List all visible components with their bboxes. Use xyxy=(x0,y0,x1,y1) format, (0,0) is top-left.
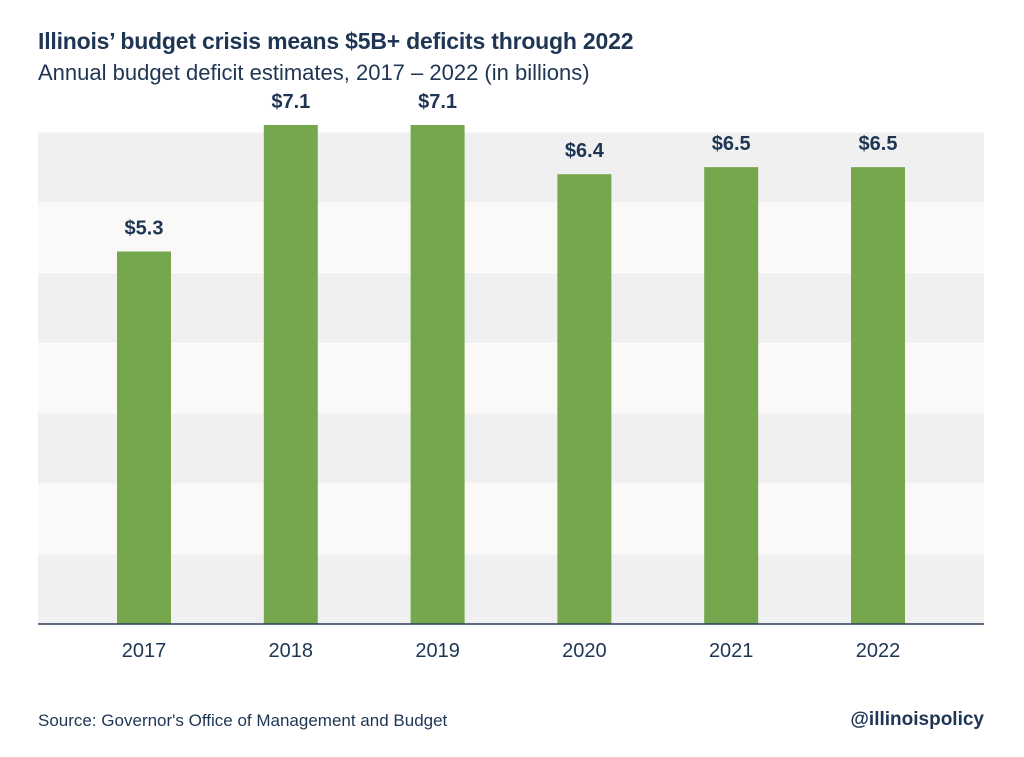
data-label-2022: $6.5 xyxy=(859,133,898,155)
x-tick-label-2020: 2020 xyxy=(562,640,607,662)
data-label-2017: $5.3 xyxy=(125,217,164,239)
bars-group xyxy=(117,124,905,624)
grid-band xyxy=(38,413,984,484)
social-handle: @illinoispolicy xyxy=(850,709,984,730)
grid-band xyxy=(38,342,984,414)
data-labels-group: $5.3 $7.1 $7.1 $6.4 $6.5 $6.5 xyxy=(125,91,898,240)
grid-band xyxy=(38,483,984,554)
x-tick-label-2021: 2021 xyxy=(709,640,754,662)
data-label-2021: $6.5 xyxy=(712,133,751,155)
x-tick-label-2018: 2018 xyxy=(269,640,314,662)
data-label-2018: $7.1 xyxy=(271,91,310,113)
bar-2018 xyxy=(263,124,318,624)
grid-band xyxy=(38,202,984,273)
chart-subtitle: Annual budget deficit estimates, 2017 – … xyxy=(38,60,590,85)
grid-band xyxy=(38,553,984,624)
x-tick-labels-group: 2017 2018 2019 2020 2021 2022 xyxy=(122,640,901,662)
bar-2022 xyxy=(851,167,905,624)
chart-title: Illinois’ budget crisis means $5B+ defic… xyxy=(38,28,634,54)
x-tick-label-2019: 2019 xyxy=(415,640,460,662)
background-bands xyxy=(38,131,984,624)
data-label-2020: $6.4 xyxy=(565,140,605,162)
x-tick-label-2017: 2017 xyxy=(122,640,167,662)
bar-2019 xyxy=(410,124,465,624)
bar-2021 xyxy=(704,167,759,624)
bar-2020 xyxy=(557,174,612,624)
source-note: Source: Governor's Office of Management … xyxy=(38,711,448,730)
grid-band xyxy=(38,132,984,203)
grid-band xyxy=(38,272,984,343)
data-label-2019: $7.1 xyxy=(418,91,457,113)
x-tick-label-2022: 2022 xyxy=(856,640,901,662)
bar-2017 xyxy=(117,251,171,624)
